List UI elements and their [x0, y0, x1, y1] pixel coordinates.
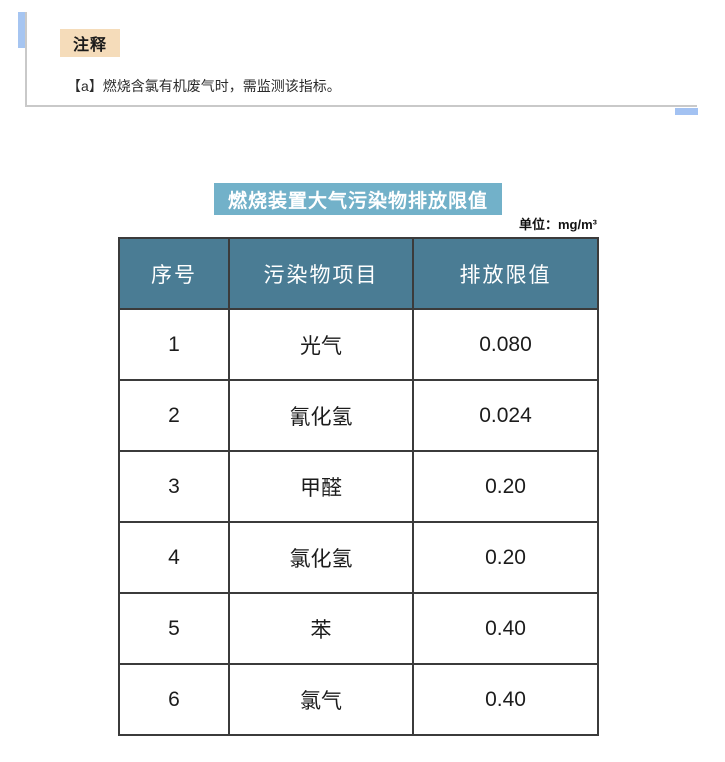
table-row: 1 光气 0.080	[118, 308, 599, 381]
table-title: 燃烧装置大气污染物排放限值	[214, 183, 502, 215]
cell-pollutant: 苯	[228, 592, 414, 665]
header-cell-pollutant: 污染物项目	[228, 237, 414, 310]
cell-no: 4	[118, 521, 230, 594]
cell-limit: 0.20	[412, 521, 599, 594]
table-header-row: 序号 污染物项目 排放限值	[118, 237, 599, 310]
note-text: 【a】燃烧含氯有机废气时，需监测该指标。	[67, 78, 341, 94]
table-row: 2 氰化氢 0.024	[118, 379, 599, 452]
cell-no: 6	[118, 663, 230, 736]
emission-limits-table: 序号 污染物项目 排放限值 1 光气 0.080 2 氰化氢 0.024 3 甲…	[118, 237, 599, 736]
note-badge: 注释	[60, 29, 120, 57]
cell-pollutant: 氯气	[228, 663, 414, 736]
unit-label: 单位：mg/m³	[518, 217, 597, 232]
cell-pollutant: 氯化氢	[228, 521, 414, 594]
cell-pollutant: 甲醛	[228, 450, 414, 523]
cell-no: 1	[118, 308, 230, 381]
header-cell-no: 序号	[118, 237, 230, 310]
cell-limit: 0.20	[412, 450, 599, 523]
cell-limit: 0.40	[412, 592, 599, 665]
note-section: 注释 【a】燃烧含氯有机废气时，需监测该指标。	[25, 12, 697, 107]
cell-no: 3	[118, 450, 230, 523]
cell-pollutant: 光气	[228, 308, 414, 381]
table-row: 4 氯化氢 0.20	[118, 521, 599, 594]
cell-no: 2	[118, 379, 230, 452]
cell-limit: 0.024	[412, 379, 599, 452]
table-row: 6 氯气 0.40	[118, 663, 599, 736]
horizontal-scrollbar-thumb[interactable]	[675, 108, 698, 115]
note-accent-bar	[18, 12, 25, 48]
cell-no: 5	[118, 592, 230, 665]
table-row: 3 甲醛 0.20	[118, 450, 599, 523]
cell-limit: 0.40	[412, 663, 599, 736]
table-row: 5 苯 0.40	[118, 592, 599, 665]
cell-pollutant: 氰化氢	[228, 379, 414, 452]
cell-limit: 0.080	[412, 308, 599, 381]
header-cell-limit: 排放限值	[412, 237, 599, 310]
